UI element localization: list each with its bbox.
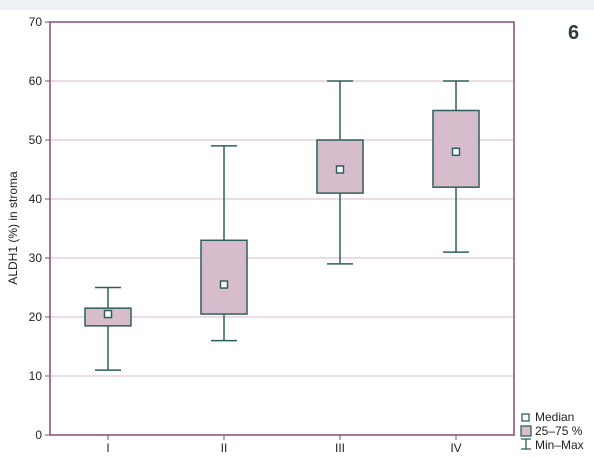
legend-iqr-swatch — [520, 425, 532, 437]
boxes — [84, 80, 480, 371]
x-tick-label: III — [335, 441, 345, 455]
x-tick-label: I — [106, 441, 109, 455]
median-marker — [219, 280, 229, 289]
y-tick-label: 70 — [29, 15, 43, 29]
top-strip — [0, 0, 594, 10]
x-tick-label: II — [221, 441, 228, 455]
y-tick-label: 40 — [29, 192, 43, 206]
box-III — [316, 80, 364, 265]
median-marker — [103, 309, 113, 319]
legend-label: 25–75 % — [535, 424, 583, 438]
plot-frame — [49, 21, 515, 436]
x-axis-ticks: I II III IV — [106, 435, 462, 455]
median-marker — [451, 147, 461, 157]
y-tick-label: 10 — [29, 369, 43, 383]
y-tick-label: 30 — [29, 251, 43, 265]
y-tick-label: 0 — [35, 428, 42, 442]
median-marker — [335, 165, 345, 174]
y-tick-label: 20 — [29, 310, 43, 324]
y-axis-ticks: 0 10 20 30 40 50 60 70 — [29, 15, 50, 442]
box-IV — [432, 80, 480, 253]
box-I — [84, 286, 132, 371]
x-tick-label: IV — [450, 441, 461, 455]
y-tick-label: 50 — [29, 133, 43, 147]
box-II — [200, 145, 248, 342]
panel-label: 6 — [568, 22, 580, 44]
y-axis-label: ALDH1 (%) in stroma — [6, 171, 20, 285]
legend-label: Median — [535, 410, 574, 424]
legend-median-swatch — [521, 413, 530, 422]
legend-label: Min–Max — [535, 438, 584, 452]
y-tick-label: 60 — [29, 74, 43, 88]
iqr-box — [200, 239, 248, 315]
